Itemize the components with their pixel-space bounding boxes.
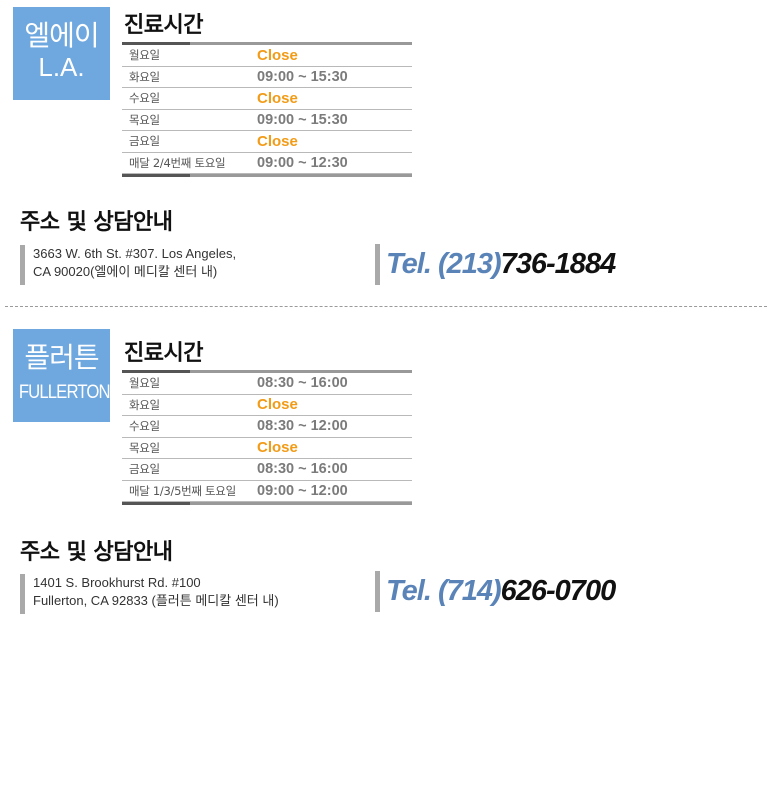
hours-time: 08:30 ~ 16:00 [257, 461, 348, 478]
hours-top-rule [122, 370, 412, 373]
hours-time: 08:30 ~ 12:00 [257, 418, 348, 435]
hours-time: Close [257, 46, 298, 64]
hours-top-rule [122, 42, 412, 45]
hours-day: 목요일 [129, 112, 160, 127]
address-block: 3663 W. 6th St. #307. Los Angeles, CA 90… [20, 245, 236, 285]
hours-table: 진료시간 월요일 08:30 ~ 16:00 화요일 Close 수요일 08:30 … [122, 340, 412, 505]
hours-row: 화요일 Close [122, 395, 412, 416]
address-title: 주소 및 상담안내 [20, 210, 173, 235]
hours-day: 화요일 [129, 69, 160, 84]
hours-day: 수요일 [129, 419, 160, 434]
hours-time: 08:30 ~ 16:00 [257, 375, 348, 392]
section-divider [5, 306, 767, 307]
badge-name-en: FULLERTON [18, 382, 111, 403]
hours-row: 목요일 Close [122, 438, 412, 459]
phone-number[interactable]: Tel. (213) 736-1884 [375, 244, 617, 285]
tel-prefix: Tel. (213) [386, 248, 502, 280]
hours-row: 금요일 Close [122, 131, 412, 153]
address-line: 1401 S. Brookhurst Rd. #100 [33, 575, 201, 590]
address-block: 1401 S. Brookhurst Rd. #100 Fullerton, C… [20, 574, 279, 614]
hours-time: 09:00 ~ 15:30 [257, 68, 348, 85]
phone-number[interactable]: Tel. (714) 626-0700 [375, 571, 617, 612]
hours-day: 월요일 [129, 48, 160, 63]
hours-row: 화요일 09:00 ~ 15:30 [122, 67, 412, 88]
hours-time: 09:00 ~ 15:30 [257, 111, 348, 128]
hours-time: Close [257, 439, 298, 457]
address-line: Fullerton, CA 92833 (플러튼 메디칼 센터 내) [33, 593, 279, 608]
location-la: 엘에이 L.A. 진료시간 월요일 Close 화요일 09:00 ~ 15:30 … [0, 0, 770, 300]
hours-title: 진료시간 [124, 341, 203, 366]
address-title: 주소 및 상담안내 [20, 540, 173, 565]
hours-row: 월요일 08:30 ~ 16:00 [122, 373, 412, 395]
hours-time: Close [257, 396, 298, 414]
hours-day: 매달 2/4번째 토요일 [129, 155, 226, 170]
hours-row: 금요일 08:30 ~ 16:00 [122, 459, 412, 481]
hours-day: 목요일 [129, 440, 160, 455]
tel-prefix: Tel. (714) [386, 575, 502, 607]
hours-row: 월요일 Close [122, 45, 412, 67]
hours-day: 월요일 [129, 376, 160, 391]
hours-bottom-rule [122, 502, 412, 505]
address-line: 3663 W. 6th St. #307. Los Angeles, [33, 246, 237, 261]
hours-day: 매달 1/3/5번째 토요일 [129, 483, 236, 498]
badge-name-ko: 엘에이 [24, 19, 99, 52]
hours-table: 진료시간 월요일 Close 화요일 09:00 ~ 15:30 수요일 Close … [122, 12, 412, 177]
tel-number: 626-0700 [500, 575, 617, 607]
hours-row: 매달 1/3/5번째 토요일 09:00 ~ 12:00 [122, 481, 412, 502]
hours-day: 수요일 [129, 91, 160, 106]
hours-bottom-rule [122, 174, 412, 177]
location-fullerton: 플러튼 FULLERTON 진료시간 월요일 08:30 ~ 16:00 화요일 C… [0, 320, 770, 620]
tel-number: 736-1884 [500, 248, 617, 280]
hours-row: 수요일 08:30 ~ 12:00 [122, 416, 412, 438]
hours-day: 금요일 [129, 134, 160, 149]
hours-time: 09:00 ~ 12:00 [257, 482, 348, 499]
hours-time: Close [257, 132, 298, 150]
address-line: CA 90020(엘에이 메디칼 센터 내) [33, 264, 218, 279]
hours-title: 진료시간 [124, 13, 203, 38]
hours-row: 매달 2/4번째 토요일 09:00 ~ 12:30 [122, 153, 412, 174]
location-badge: 엘에이 L.A. [13, 7, 110, 100]
hours-row: 수요일 Close [122, 88, 412, 110]
hours-time: Close [257, 89, 298, 107]
hours-day: 금요일 [129, 462, 160, 477]
hours-day: 화요일 [129, 397, 160, 412]
hours-time: 09:00 ~ 12:30 [257, 154, 348, 171]
badge-name-ko: 플러튼 [24, 341, 99, 374]
badge-name-en: L.A. [38, 52, 85, 82]
location-badge: 플러튼 FULLERTON [13, 329, 111, 422]
hours-row: 목요일 09:00 ~ 15:30 [122, 110, 412, 131]
